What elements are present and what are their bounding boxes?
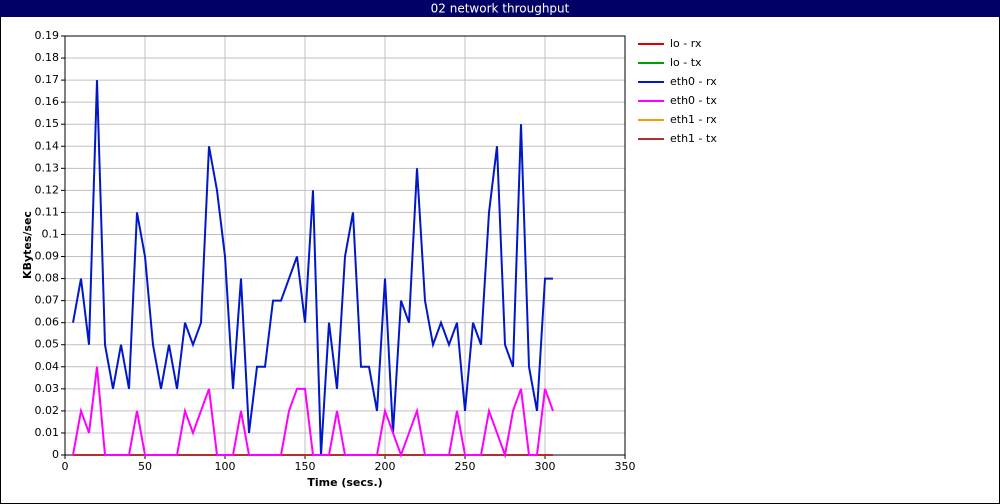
x-tick-label: 50	[138, 460, 152, 473]
legend-label: lo - rx	[670, 37, 702, 50]
legend-label: eth1 - rx	[670, 113, 717, 126]
y-tick-label: 0.14	[35, 139, 60, 152]
y-axis-label: KBytes/sec	[21, 211, 34, 279]
y-tick-label: 0	[52, 448, 59, 461]
x-tick-label: 0	[62, 460, 69, 473]
y-tick-label: 0.03	[35, 382, 60, 395]
legend-label: eth1 - tx	[670, 132, 717, 145]
y-tick-label: 0.19	[35, 29, 60, 42]
y-tick-label: 0.06	[35, 316, 60, 329]
x-tick-label: 200	[375, 460, 396, 473]
x-tick-label: 150	[295, 460, 316, 473]
x-axis-label: Time (secs.)	[307, 476, 382, 489]
plot-area	[65, 36, 625, 455]
y-tick-label: 0.09	[35, 250, 60, 263]
y-tick-label: 0.18	[35, 51, 60, 64]
y-tick-label: 0.05	[35, 338, 60, 351]
y-tick-label: 0.12	[35, 183, 60, 196]
y-tick-label: 0.01	[35, 426, 60, 439]
y-tick-label: 0.13	[35, 161, 60, 174]
y-tick-label: 0.04	[35, 360, 60, 373]
x-tick-label: 250	[455, 460, 476, 473]
legend-label: lo - tx	[670, 56, 702, 69]
y-tick-label: 0.16	[35, 95, 60, 108]
y-tick-label: 0.02	[35, 404, 60, 417]
series-line	[72, 80, 553, 456]
y-tick-label: 0.15	[35, 117, 60, 130]
series-line	[72, 366, 554, 459]
legend-label: eth0 - tx	[670, 94, 717, 107]
legend-label: eth0 - rx	[670, 75, 717, 88]
chart-title: 02 network throughput	[431, 2, 570, 16]
y-tick-label: 0.17	[35, 73, 60, 86]
y-tick-label: 0.08	[35, 272, 60, 285]
x-tick-label: 350	[615, 460, 636, 473]
title-bar	[0, 0, 1000, 17]
y-tick-label: 0.07	[35, 294, 60, 307]
x-tick-label: 300	[535, 460, 556, 473]
x-tick-label: 100	[215, 460, 236, 473]
y-tick-label: 0.1	[42, 227, 60, 240]
y-tick-label: 0.11	[35, 205, 60, 218]
